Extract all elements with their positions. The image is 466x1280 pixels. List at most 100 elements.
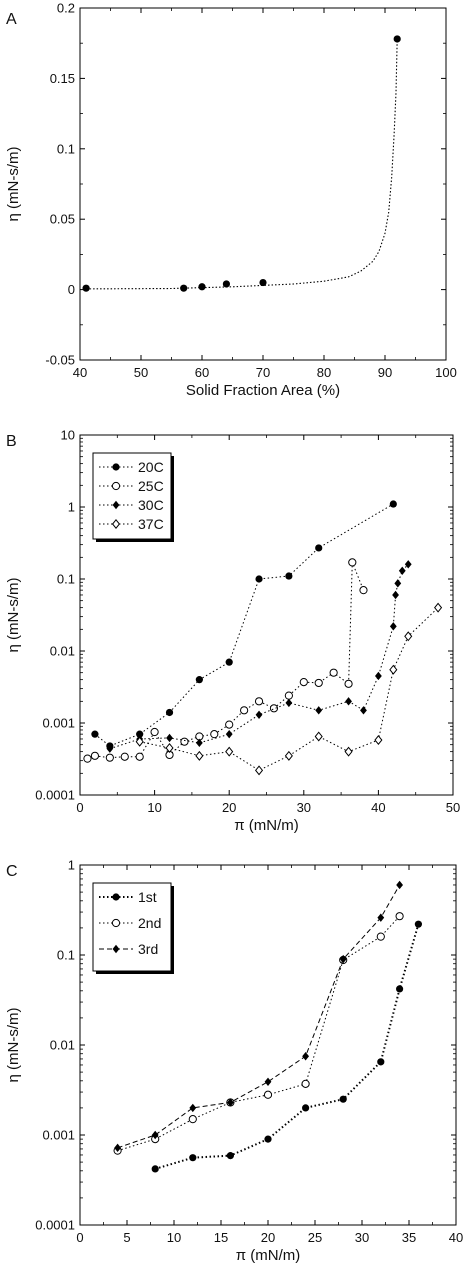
- data-point: [285, 698, 293, 708]
- x-tick-label: 25: [308, 1230, 322, 1245]
- y-tick-label: 0.05: [50, 212, 75, 227]
- series-line: [154, 923, 420, 1170]
- data-point: [299, 677, 308, 687]
- data-point: [210, 730, 219, 739]
- x-tick-label: 0: [76, 1230, 83, 1245]
- data-point: [150, 727, 159, 737]
- x-tick-label: 50: [134, 365, 148, 380]
- x-tick-label: 10: [147, 800, 161, 815]
- data-point: [263, 1090, 273, 1099]
- data-point: [255, 710, 263, 719]
- legend-label: 20C: [138, 459, 164, 475]
- series-line: [139, 607, 439, 771]
- x-tick-label: 0: [76, 800, 83, 815]
- y-tick-label: 0.01: [50, 1038, 75, 1053]
- legend-marker: [112, 463, 120, 471]
- data-point: [254, 765, 264, 776]
- y-tick-label: 0.0001: [35, 788, 75, 803]
- x-tick-label: 5: [123, 1230, 130, 1245]
- fit-curve: [86, 38, 398, 290]
- data-point: [395, 912, 404, 921]
- x-axis-label: π (mN/m): [236, 1247, 301, 1264]
- data-point: [225, 658, 233, 666]
- data-point: [255, 575, 263, 583]
- legend-label: 3rd: [138, 941, 158, 957]
- data-point: [227, 1098, 234, 1107]
- data-point: [90, 751, 100, 760]
- y-tick-label: 0: [68, 282, 75, 297]
- x-tick-label: 35: [402, 1230, 416, 1245]
- y-tick-label: 0.15: [50, 71, 75, 86]
- data-point: [269, 704, 279, 713]
- y-tick-label: 0.1: [57, 141, 75, 156]
- legend-label: 1st: [138, 889, 157, 905]
- data-point: [339, 954, 347, 964]
- data-point: [375, 671, 382, 681]
- data-point: [392, 590, 399, 600]
- data-point: [195, 676, 203, 684]
- data-point: [225, 720, 234, 729]
- data-point: [198, 283, 206, 291]
- data-point: [135, 752, 144, 761]
- data-point: [105, 753, 114, 762]
- panel-label: A: [6, 11, 17, 28]
- legend: 20C 25C 30C 37C: [92, 452, 174, 542]
- y-tick-label: 0.001: [42, 1128, 75, 1143]
- data-point: [83, 754, 92, 763]
- data-point: [377, 1058, 385, 1066]
- data-point: [180, 284, 188, 292]
- series-37c: [135, 602, 443, 776]
- data-point: [189, 1154, 197, 1162]
- y-tick-label: 1: [68, 858, 75, 873]
- data-point: [135, 736, 144, 747]
- data-point: [195, 750, 204, 761]
- data-point: [376, 932, 385, 941]
- series-line: [117, 884, 401, 1149]
- x-tick-label: 20: [261, 1230, 275, 1245]
- data-point: [301, 1079, 310, 1088]
- x-tick-label: 100: [435, 365, 457, 380]
- data-point: [389, 500, 397, 508]
- series-1st: [151, 920, 422, 1173]
- data-point: [414, 920, 422, 928]
- x-tick-label: 40: [449, 1230, 463, 1245]
- x-tick-label: 60: [195, 365, 209, 380]
- data-point: [374, 735, 383, 746]
- legend-marker: [112, 893, 120, 901]
- x-tick-label: 80: [317, 365, 331, 380]
- x-tick-label: 40: [73, 365, 87, 380]
- series-line: [87, 562, 364, 760]
- y-tick-label: 0.1: [57, 948, 75, 963]
- panel-label: C: [6, 863, 18, 880]
- legend-label: 30C: [138, 497, 164, 513]
- data-point: [315, 706, 323, 715]
- panel-label: B: [6, 433, 17, 450]
- legend-marker: [111, 918, 121, 928]
- data-point: [82, 284, 90, 292]
- x-axis-label: Solid Fraction Area (%): [186, 382, 340, 399]
- data-point: [151, 1130, 159, 1140]
- y-axis-label: η (mN-s/m): [5, 147, 22, 222]
- x-tick-label: 50: [446, 800, 460, 815]
- series-3rd: [114, 880, 403, 1153]
- plot-frame: [79, 7, 447, 361]
- y-tick-label: 1: [68, 500, 75, 515]
- data-point: [344, 746, 353, 757]
- data-point: [315, 544, 323, 552]
- data-point: [166, 733, 173, 743]
- legend: 1st 2nd 3rd: [92, 882, 174, 974]
- data-point: [120, 752, 129, 761]
- data-point: [136, 730, 144, 738]
- data-point: [344, 679, 353, 688]
- data-point: [348, 558, 357, 567]
- y-tick-label: 0.0001: [35, 1218, 75, 1233]
- data-point: [259, 278, 267, 287]
- data-point: [314, 731, 323, 742]
- data-point: [195, 738, 203, 748]
- data-point: [396, 880, 403, 890]
- data-point: [180, 737, 189, 746]
- data-point: [404, 560, 412, 569]
- data-point: [389, 622, 397, 631]
- x-tick-label: 70: [256, 365, 270, 380]
- data-point: [254, 697, 264, 706]
